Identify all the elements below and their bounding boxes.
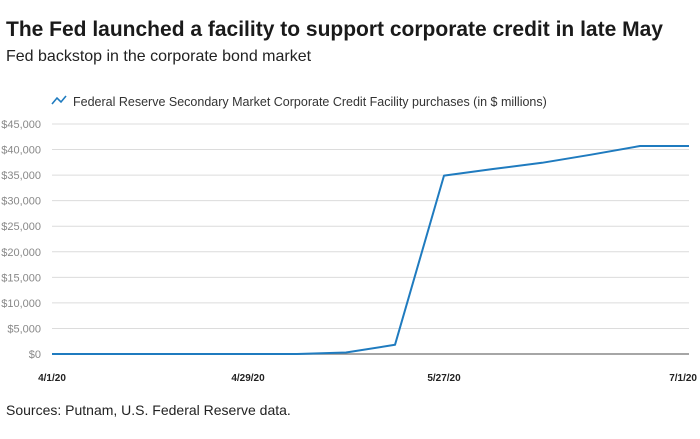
x-tick-label: 4/1/20 — [38, 373, 66, 384]
legend-line-icon — [51, 95, 67, 105]
y-axis-ticks: $0 $5,000 $10,000 $15,000 $20,000 $25,000 $30,… — [1, 119, 41, 361]
x-axis-ticks: 4/1/20 4/29/20 5/27/20 7/1/20 — [38, 373, 697, 384]
y-tick-label: $30,000 — [1, 196, 41, 208]
grid-lines — [52, 123, 689, 355]
chart-subtitle: Fed backstop in the corporate bond marke… — [6, 48, 312, 65]
series-line — [52, 145, 689, 355]
x-tick-label: 5/27/20 — [427, 373, 461, 384]
y-tick-label: $0 — [29, 349, 41, 361]
y-tick-label: $5,000 — [7, 323, 41, 335]
series-lines — [52, 145, 689, 355]
y-tick-label: $35,000 — [1, 170, 41, 182]
chart-title: The Fed launched a facility to support c… — [6, 18, 663, 41]
y-tick-label: $10,000 — [1, 298, 41, 310]
line-chart: $0 $5,000 $10,000 $15,000 $20,000 $25,000 $30,… — [1, 95, 697, 384]
legend: Federal Reserve Secondary Market Corpora… — [51, 95, 547, 109]
source-note: Sources: Putnam, U.S. Federal Reserve da… — [6, 402, 291, 418]
x-tick-label: 7/1/20 — [669, 373, 697, 384]
y-tick-label: $20,000 — [1, 247, 41, 259]
x-tick-label: 4/29/20 — [231, 373, 265, 384]
y-tick-label: $45,000 — [1, 119, 41, 131]
y-tick-label: $40,000 — [1, 145, 41, 157]
legend-label: Federal Reserve Secondary Market Corpora… — [73, 95, 547, 109]
y-tick-label: $25,000 — [1, 221, 41, 233]
y-tick-label: $15,000 — [1, 272, 41, 284]
